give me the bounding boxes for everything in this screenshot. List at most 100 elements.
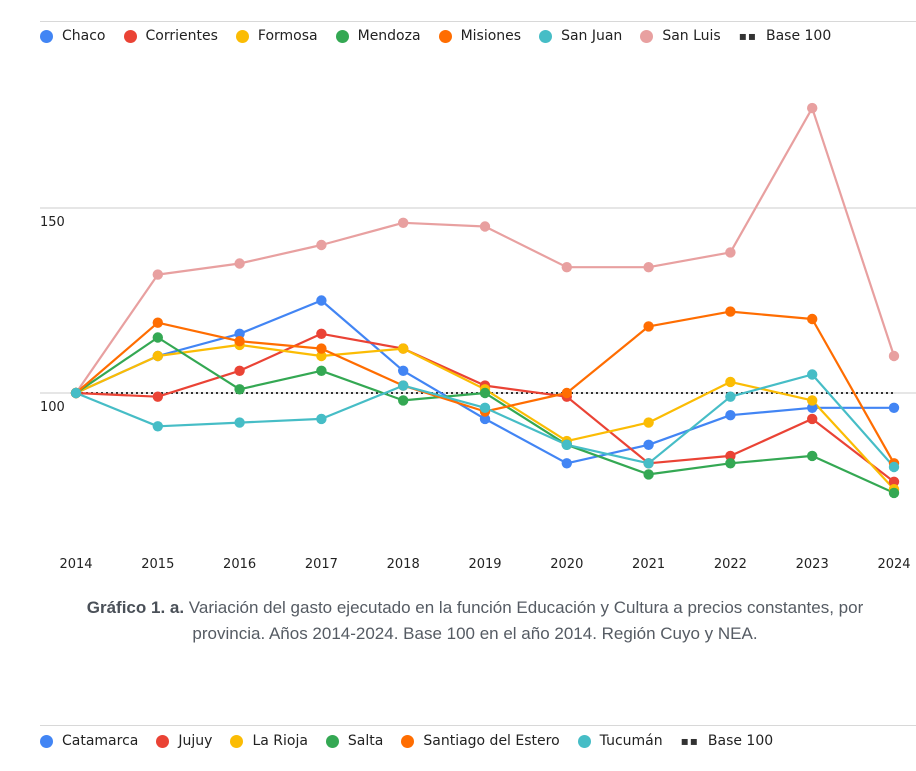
legend-label: La Rioja <box>252 733 308 749</box>
data-point <box>316 343 327 354</box>
legend-top-item[interactable]: Formosa <box>235 28 318 44</box>
caption-text: Variación del gasto ejecutado en la func… <box>184 598 864 643</box>
data-point <box>234 417 245 428</box>
legend-label: Base 100 <box>707 733 774 749</box>
legend-dot-icon <box>40 734 53 748</box>
data-point <box>152 350 163 362</box>
legend-bottom-item[interactable]: Salta <box>325 733 384 749</box>
data-point <box>152 391 163 402</box>
x-tick-label: 2018 <box>387 557 420 572</box>
x-tick-label: 2020 <box>550 557 583 572</box>
legend-label: Tucumán <box>599 733 663 749</box>
legend-top-item[interactable]: Misiones <box>438 28 522 44</box>
data-point <box>807 395 818 406</box>
legend-dot-icon <box>539 29 553 43</box>
legend-label: San Luis <box>662 28 721 44</box>
legend-label: San Juan <box>561 28 623 44</box>
data-point <box>725 410 736 421</box>
legend-bottom-item[interactable]: Santiago del Estero <box>401 733 560 749</box>
legend-label: Corrientes <box>145 28 218 44</box>
data-point <box>643 439 654 450</box>
data-point <box>807 402 818 413</box>
data-point <box>807 413 818 425</box>
data-point <box>725 450 736 462</box>
x-tick-label: 2023 <box>796 557 829 572</box>
legend-top-item[interactable]: Mendoza <box>335 28 421 44</box>
legend-label: Mendoza <box>357 28 421 44</box>
data-point <box>316 365 327 376</box>
data-point <box>234 384 245 395</box>
data-point <box>70 387 82 399</box>
data-point <box>888 461 900 473</box>
data-point <box>316 413 327 425</box>
legend-top-item[interactable]: San Luis <box>640 28 721 44</box>
data-point <box>152 332 163 343</box>
x-tick-label: 2015 <box>141 557 174 572</box>
legend-top-item-base[interactable]: ▪▪ Base 100 <box>739 28 832 44</box>
legend-dot-icon <box>401 734 415 748</box>
caption-bold: Gráfico 1. a. <box>86 598 185 617</box>
data-point <box>234 328 245 339</box>
x-tick-label: 2014 <box>59 557 92 572</box>
data-point <box>316 239 327 251</box>
data-point <box>234 336 245 347</box>
legend-bottom-item[interactable]: Catamarca <box>40 733 138 749</box>
legend-bottom-item-base[interactable]: ▪▪ Base 100 <box>681 733 774 749</box>
legend-top-item[interactable]: San Juan <box>539 28 622 44</box>
legend-label: Misiones <box>460 28 522 44</box>
legend-label: Santiago del Estero <box>423 733 560 749</box>
legend-bottom-item[interactable]: La Rioja <box>230 733 308 749</box>
data-point <box>807 450 818 462</box>
legend-bottom-item[interactable]: Tucumán <box>577 733 663 749</box>
data-point <box>725 247 736 258</box>
legend-dot-icon <box>156 734 170 748</box>
legend-bottom: Catamarca Jujuy La Rioja Salta Santiago del … <box>40 733 916 749</box>
data-point <box>316 350 327 362</box>
line-chart: 100 150 2014 2015 2016 2017 2018 2019 2020 2021 20… <box>40 102 916 572</box>
legend-top-item[interactable]: Chaco <box>40 28 106 44</box>
x-tick-label: 2022 <box>714 557 747 572</box>
x-tick-label: 2019 <box>468 557 501 572</box>
data-point <box>888 487 900 499</box>
legend-label: Salta <box>347 733 384 749</box>
data-point <box>316 328 327 339</box>
data-point <box>561 439 572 450</box>
data-point <box>643 458 654 469</box>
data-point <box>807 102 818 114</box>
data-point <box>479 402 491 413</box>
legend-top: Chaco Corrientes Formosa Mendoza Misiones San… <box>40 28 916 44</box>
legend-dot-icon <box>325 734 339 748</box>
data-point <box>888 476 900 487</box>
legend-dot-icon <box>640 29 654 43</box>
legend-dot-icon <box>123 29 137 43</box>
bottom-rule <box>40 725 916 726</box>
legend-dot-icon <box>438 29 452 43</box>
legend-label: Jujuy <box>178 733 213 749</box>
legend-top-item[interactable]: Corrientes <box>123 28 218 44</box>
data-point <box>643 321 654 332</box>
legend-dot-icon <box>230 734 244 748</box>
legend-dot-icon <box>235 29 249 43</box>
data-point <box>561 458 572 469</box>
dotted-line-icon: ▪▪ <box>680 734 699 748</box>
data-point <box>561 387 572 399</box>
data-point <box>643 469 654 480</box>
data-point <box>479 387 491 399</box>
data-point <box>398 395 409 406</box>
legend-dot-icon <box>335 29 349 43</box>
data-point <box>398 217 409 228</box>
legend-bottom-item[interactable]: Jujuy <box>156 733 212 749</box>
chart-caption: Gráfico 1. a. Variación del gasto ejecut… <box>60 595 890 647</box>
legend-label: Catamarca <box>62 733 139 749</box>
legend-dot-icon <box>40 29 53 43</box>
data-point <box>234 365 245 376</box>
data-point <box>561 262 572 273</box>
data-point <box>398 343 409 354</box>
x-tick-label: 2024 <box>877 557 910 572</box>
legend-dot-icon <box>577 734 591 748</box>
data-point <box>643 417 654 428</box>
data-point <box>643 262 654 273</box>
data-point <box>316 295 327 306</box>
data-point <box>725 391 736 402</box>
data-point <box>807 369 818 380</box>
